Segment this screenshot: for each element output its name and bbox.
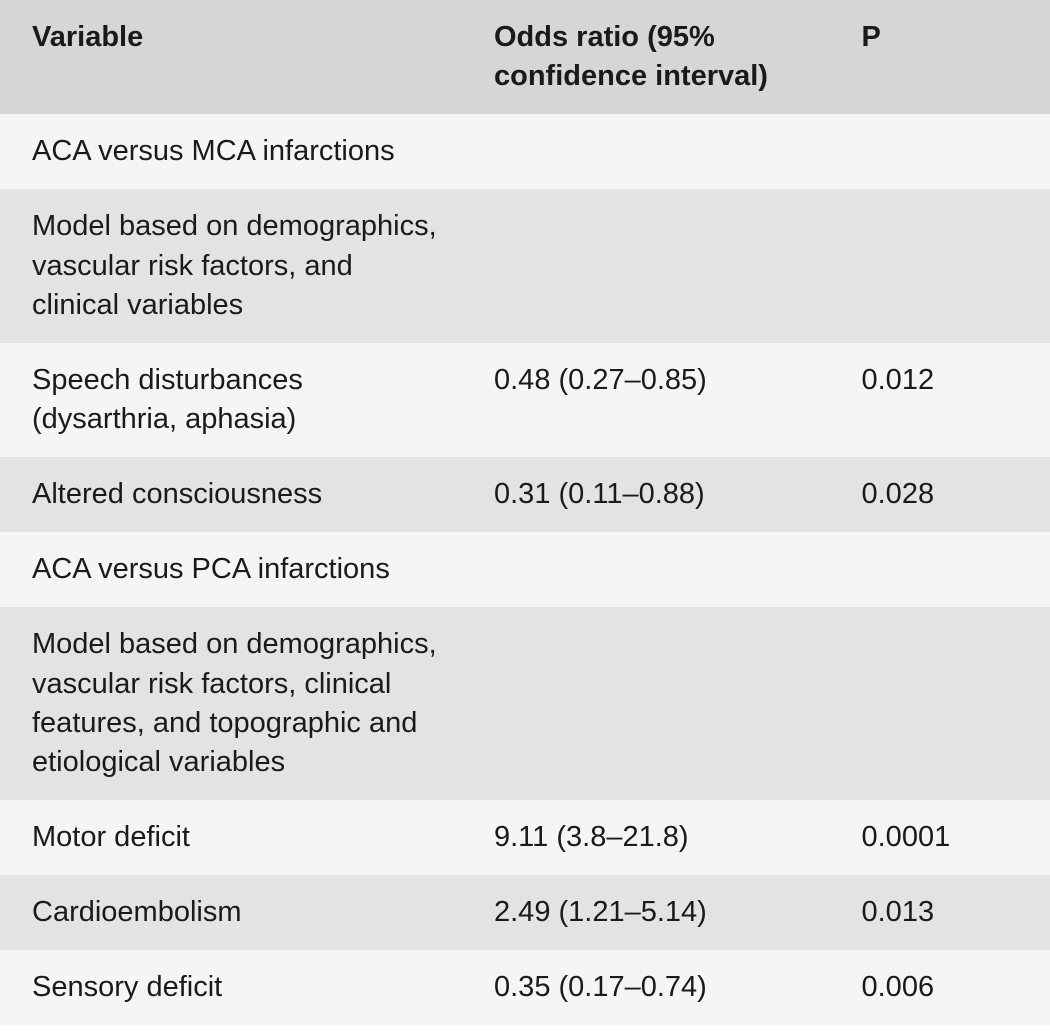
table-row: Sensory deficit 0.35 (0.17–0.74) 0.006 [0, 950, 1050, 1025]
table-row: Altered consciousness 0.31 (0.11–0.88) 0… [0, 457, 1050, 532]
cell-variable: Altered consciousness [0, 457, 462, 532]
cell-p [830, 532, 1050, 607]
cell-p: 0.012 [830, 343, 1050, 457]
col-header-p: P [830, 0, 1050, 114]
cell-p: 0.006 [830, 950, 1050, 1025]
table-row: ACA versus MCA infarctions [0, 114, 1050, 189]
cell-odds: 0.31 (0.11–0.88) [462, 457, 830, 532]
table-row: Speech disturbances (dysarthria, aphasia… [0, 343, 1050, 457]
cell-p [830, 607, 1050, 800]
cell-variable: Sensory deficit [0, 950, 462, 1025]
cell-p: 0.0001 [830, 800, 1050, 875]
cell-p: 0.028 [830, 457, 1050, 532]
cell-variable: ACA versus PCA infarctions [0, 532, 462, 607]
cell-variable: Model based on demographics, vascular ri… [0, 607, 462, 800]
cell-odds: 0.48 (0.27–0.85) [462, 343, 830, 457]
cell-p: 0.013 [830, 875, 1050, 950]
table-header-row: Variable Odds ratio (95% confidence inte… [0, 0, 1050, 114]
cell-odds: 0.35 (0.17–0.74) [462, 950, 830, 1025]
cell-variable: ACA versus MCA infarctions [0, 114, 462, 189]
table-row: Cardioembolism 2.49 (1.21–5.14) 0.013 [0, 875, 1050, 950]
table-row: Model based on demographics, vascular ri… [0, 189, 1050, 342]
table-row: Motor deficit 9.11 (3.8–21.8) 0.0001 [0, 800, 1050, 875]
cell-odds [462, 114, 830, 189]
cell-variable: Speech disturbances (dysarthria, aphasia… [0, 343, 462, 457]
cell-odds [462, 607, 830, 800]
cell-odds: 9.11 (3.8–21.8) [462, 800, 830, 875]
col-header-odds: Odds ratio (95% confidence interval) [462, 0, 830, 114]
cell-p [830, 189, 1050, 342]
cell-odds [462, 189, 830, 342]
cell-odds [462, 532, 830, 607]
table-body: ACA versus MCA infarctions Model based o… [0, 114, 1050, 1025]
cell-variable: Motor deficit [0, 800, 462, 875]
col-header-variable: Variable [0, 0, 462, 114]
table-row: Model based on demographics, vascular ri… [0, 607, 1050, 800]
cell-variable: Cardioembolism [0, 875, 462, 950]
cell-odds: 2.49 (1.21–5.14) [462, 875, 830, 950]
cell-p [830, 114, 1050, 189]
cell-variable: Model based on demographics, vascular ri… [0, 189, 462, 342]
table-row: ACA versus PCA infarctions [0, 532, 1050, 607]
odds-ratio-table: Variable Odds ratio (95% confidence inte… [0, 0, 1050, 1025]
